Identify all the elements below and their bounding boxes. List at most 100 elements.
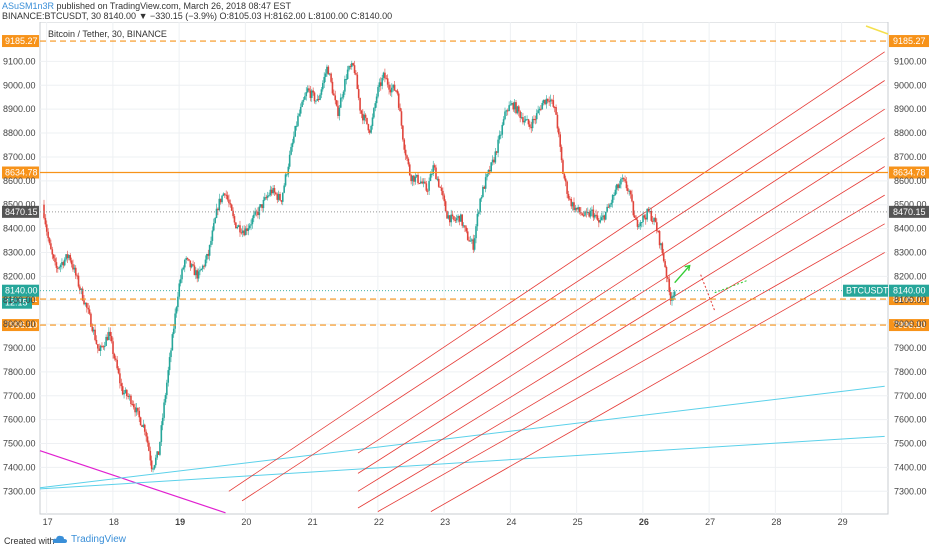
- candle-down: [196, 270, 199, 279]
- candle-down: [62, 262, 65, 266]
- candle-down: [575, 207, 578, 210]
- fan-line: [377, 223, 885, 512]
- candle-up: [304, 96, 306, 100]
- candle-down: [403, 139, 406, 150]
- candle-down: [396, 90, 399, 94]
- candle-down: [464, 225, 466, 228]
- candle-up: [103, 345, 106, 347]
- candle-up: [526, 119, 528, 121]
- candle-up: [264, 197, 266, 200]
- candle-up: [638, 226, 640, 228]
- candle-up: [475, 226, 477, 239]
- candle-up: [214, 217, 216, 224]
- candle-down: [101, 345, 103, 347]
- candle-down: [636, 219, 639, 227]
- candle-down: [246, 228, 248, 231]
- candle-up: [297, 115, 299, 126]
- candle-up: [328, 73, 331, 75]
- candle-up: [290, 147, 292, 155]
- candle-up: [375, 96, 378, 104]
- candle-down: [517, 106, 520, 112]
- y-tick-label-left: 7400.00: [3, 462, 36, 472]
- candle-down: [69, 255, 72, 261]
- candle-down: [143, 424, 146, 432]
- tradingview-brand[interactable]: TradingView: [52, 533, 126, 545]
- candle-down: [364, 114, 367, 118]
- candle-up: [200, 268, 203, 271]
- candle-down: [389, 89, 392, 93]
- candle-up: [201, 265, 204, 269]
- candle-up: [471, 239, 473, 241]
- green-up-arrow: [674, 266, 690, 284]
- candle-down: [233, 216, 236, 223]
- current-price-label-right: 8140.00: [893, 286, 926, 296]
- fan-line: [430, 252, 885, 512]
- candle-up: [411, 175, 414, 182]
- candle-down: [366, 117, 368, 125]
- candle-down: [556, 114, 559, 129]
- candle-down: [437, 178, 440, 187]
- candle-up: [346, 69, 349, 80]
- candle-up: [609, 204, 611, 208]
- candle-up: [80, 288, 83, 290]
- candle-down: [353, 65, 356, 73]
- candle-down: [224, 193, 226, 195]
- candle-down: [440, 187, 443, 191]
- candle-up: [268, 195, 270, 197]
- red-dotted-projection: [700, 274, 716, 311]
- candle-up: [511, 102, 513, 105]
- candle-down: [644, 217, 647, 220]
- candle-up: [259, 204, 262, 207]
- candle-up: [537, 110, 539, 114]
- candle-down: [230, 204, 233, 211]
- candle-up: [301, 101, 303, 107]
- candle-down: [275, 192, 277, 195]
- candle-up: [613, 194, 615, 196]
- candle-down: [669, 292, 672, 301]
- level-7996-label-left-bg: [2, 319, 39, 332]
- candle-down: [667, 277, 669, 279]
- candle-down: [54, 258, 56, 263]
- candle-up: [363, 114, 366, 121]
- level-7996-label-right: 7996.10: [893, 320, 926, 330]
- fan-line: [241, 80, 885, 502]
- candle-up: [185, 257, 187, 260]
- candle-down: [446, 211, 448, 219]
- candle-up: [480, 197, 483, 199]
- candle-down: [408, 164, 411, 176]
- candle-down: [240, 232, 243, 234]
- candle-up: [174, 313, 176, 329]
- candle-up: [486, 173, 488, 178]
- candle-up: [175, 307, 178, 314]
- x-tick-label: 24: [506, 517, 516, 527]
- candle-down: [580, 212, 582, 214]
- candle-up: [168, 357, 171, 371]
- candle-up: [476, 213, 479, 227]
- candle-down: [74, 267, 77, 276]
- candle-down: [50, 243, 52, 250]
- y-tick-label-right: 8100.00: [894, 295, 927, 305]
- candle-down: [367, 124, 370, 131]
- candle-down: [439, 186, 441, 188]
- candle-down: [527, 119, 530, 125]
- candle-down: [451, 214, 454, 217]
- candle-up: [222, 193, 225, 196]
- candle-down: [228, 199, 230, 204]
- candle-up: [428, 181, 430, 191]
- level-9185-label-right-bg: [889, 35, 929, 48]
- y-tick-label-left: 7300.00: [3, 486, 36, 496]
- candle-down: [622, 178, 625, 180]
- candle-down: [98, 348, 101, 351]
- candle-up: [371, 117, 374, 127]
- candle-up: [621, 178, 624, 180]
- candle-down: [87, 307, 89, 310]
- author-link[interactable]: ASuSM1n3R: [2, 1, 55, 11]
- created-with-text: Created with: [4, 536, 55, 546]
- y-tick-label-left: 8400.00: [3, 224, 36, 234]
- candle-down: [273, 188, 276, 193]
- candle-up: [447, 215, 450, 219]
- candle-down: [51, 249, 54, 255]
- price-chart[interactable]: 9185.27 9185.27 8634.78 8634.78 8470.15 8470.…: [0, 22, 932, 530]
- candle-up: [266, 195, 269, 198]
- candle-up: [299, 106, 302, 114]
